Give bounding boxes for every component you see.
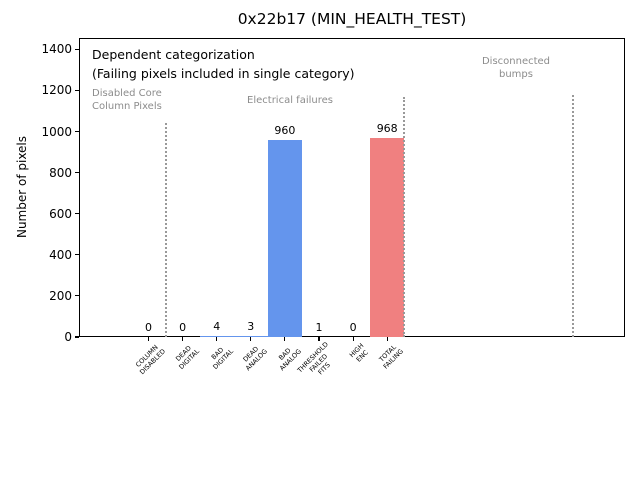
x-axis-tick (386, 337, 388, 341)
y-axis-tick (75, 48, 79, 50)
bar-value-label: 0 (179, 321, 187, 334)
bar-value-label: 968 (376, 122, 398, 135)
y-axis-tick-label: 400 (49, 247, 72, 262)
bar-value-label: 3 (247, 320, 255, 333)
section-separator-line (403, 97, 405, 337)
y-axis-tick-label: 600 (49, 206, 72, 221)
section-separator-line (164, 123, 167, 337)
section-label: Disabled Core Column Pixels (92, 88, 162, 112)
x-axis-tick (284, 337, 286, 341)
bar (370, 138, 405, 337)
y-axis-tick-label: 1400 (41, 42, 72, 57)
section-label: Disconnected bumps (481, 56, 551, 80)
y-axis-tick (75, 336, 79, 338)
y-axis-tick (75, 130, 79, 133)
bar-value-label: 0 (145, 321, 152, 334)
bar-value-label: 960 (274, 124, 296, 137)
chart-title: 0x22b17 (MIN_HEALTH_TEST) (237, 10, 467, 28)
y-axis-tick (75, 89, 79, 91)
x-axis-tick (182, 337, 184, 341)
x-axis-tick (147, 337, 150, 341)
x-axis-tick-label-text: TOTAL FAILING (377, 343, 406, 371)
x-axis-tick (318, 337, 320, 341)
annotation-note: Dependent categorization (Failing pixels… (92, 47, 355, 81)
section-label: Electrical failures (247, 95, 333, 106)
y-axis-tick (75, 172, 79, 174)
bar-value-label: 0 (349, 321, 357, 334)
bar-value-label: 1 (315, 321, 323, 334)
y-axis-tick (75, 254, 79, 256)
y-axis-tick-label: 800 (49, 165, 72, 180)
y-axis-tick-label: 0 (64, 330, 72, 344)
y-axis-tick-label: 200 (49, 288, 72, 303)
y-axis-tick-label: 1200 (41, 83, 72, 98)
bar (233, 336, 268, 337)
y-axis-tick (75, 213, 79, 215)
x-axis-tick (250, 337, 252, 341)
y-axis-tick-label: 1000 (41, 124, 72, 139)
bar-value-label: 4 (213, 320, 221, 333)
x-axis-tick-label-text: HIGH ENC (348, 341, 370, 364)
y-axis-tick (75, 295, 79, 297)
bar (199, 336, 234, 337)
y-axis-label: Number of pixels (15, 135, 29, 239)
section-separator-line (572, 95, 574, 337)
x-axis-tick (216, 337, 218, 341)
plot-area (79, 38, 625, 337)
bar (267, 140, 302, 337)
x-axis-tick (352, 337, 354, 341)
